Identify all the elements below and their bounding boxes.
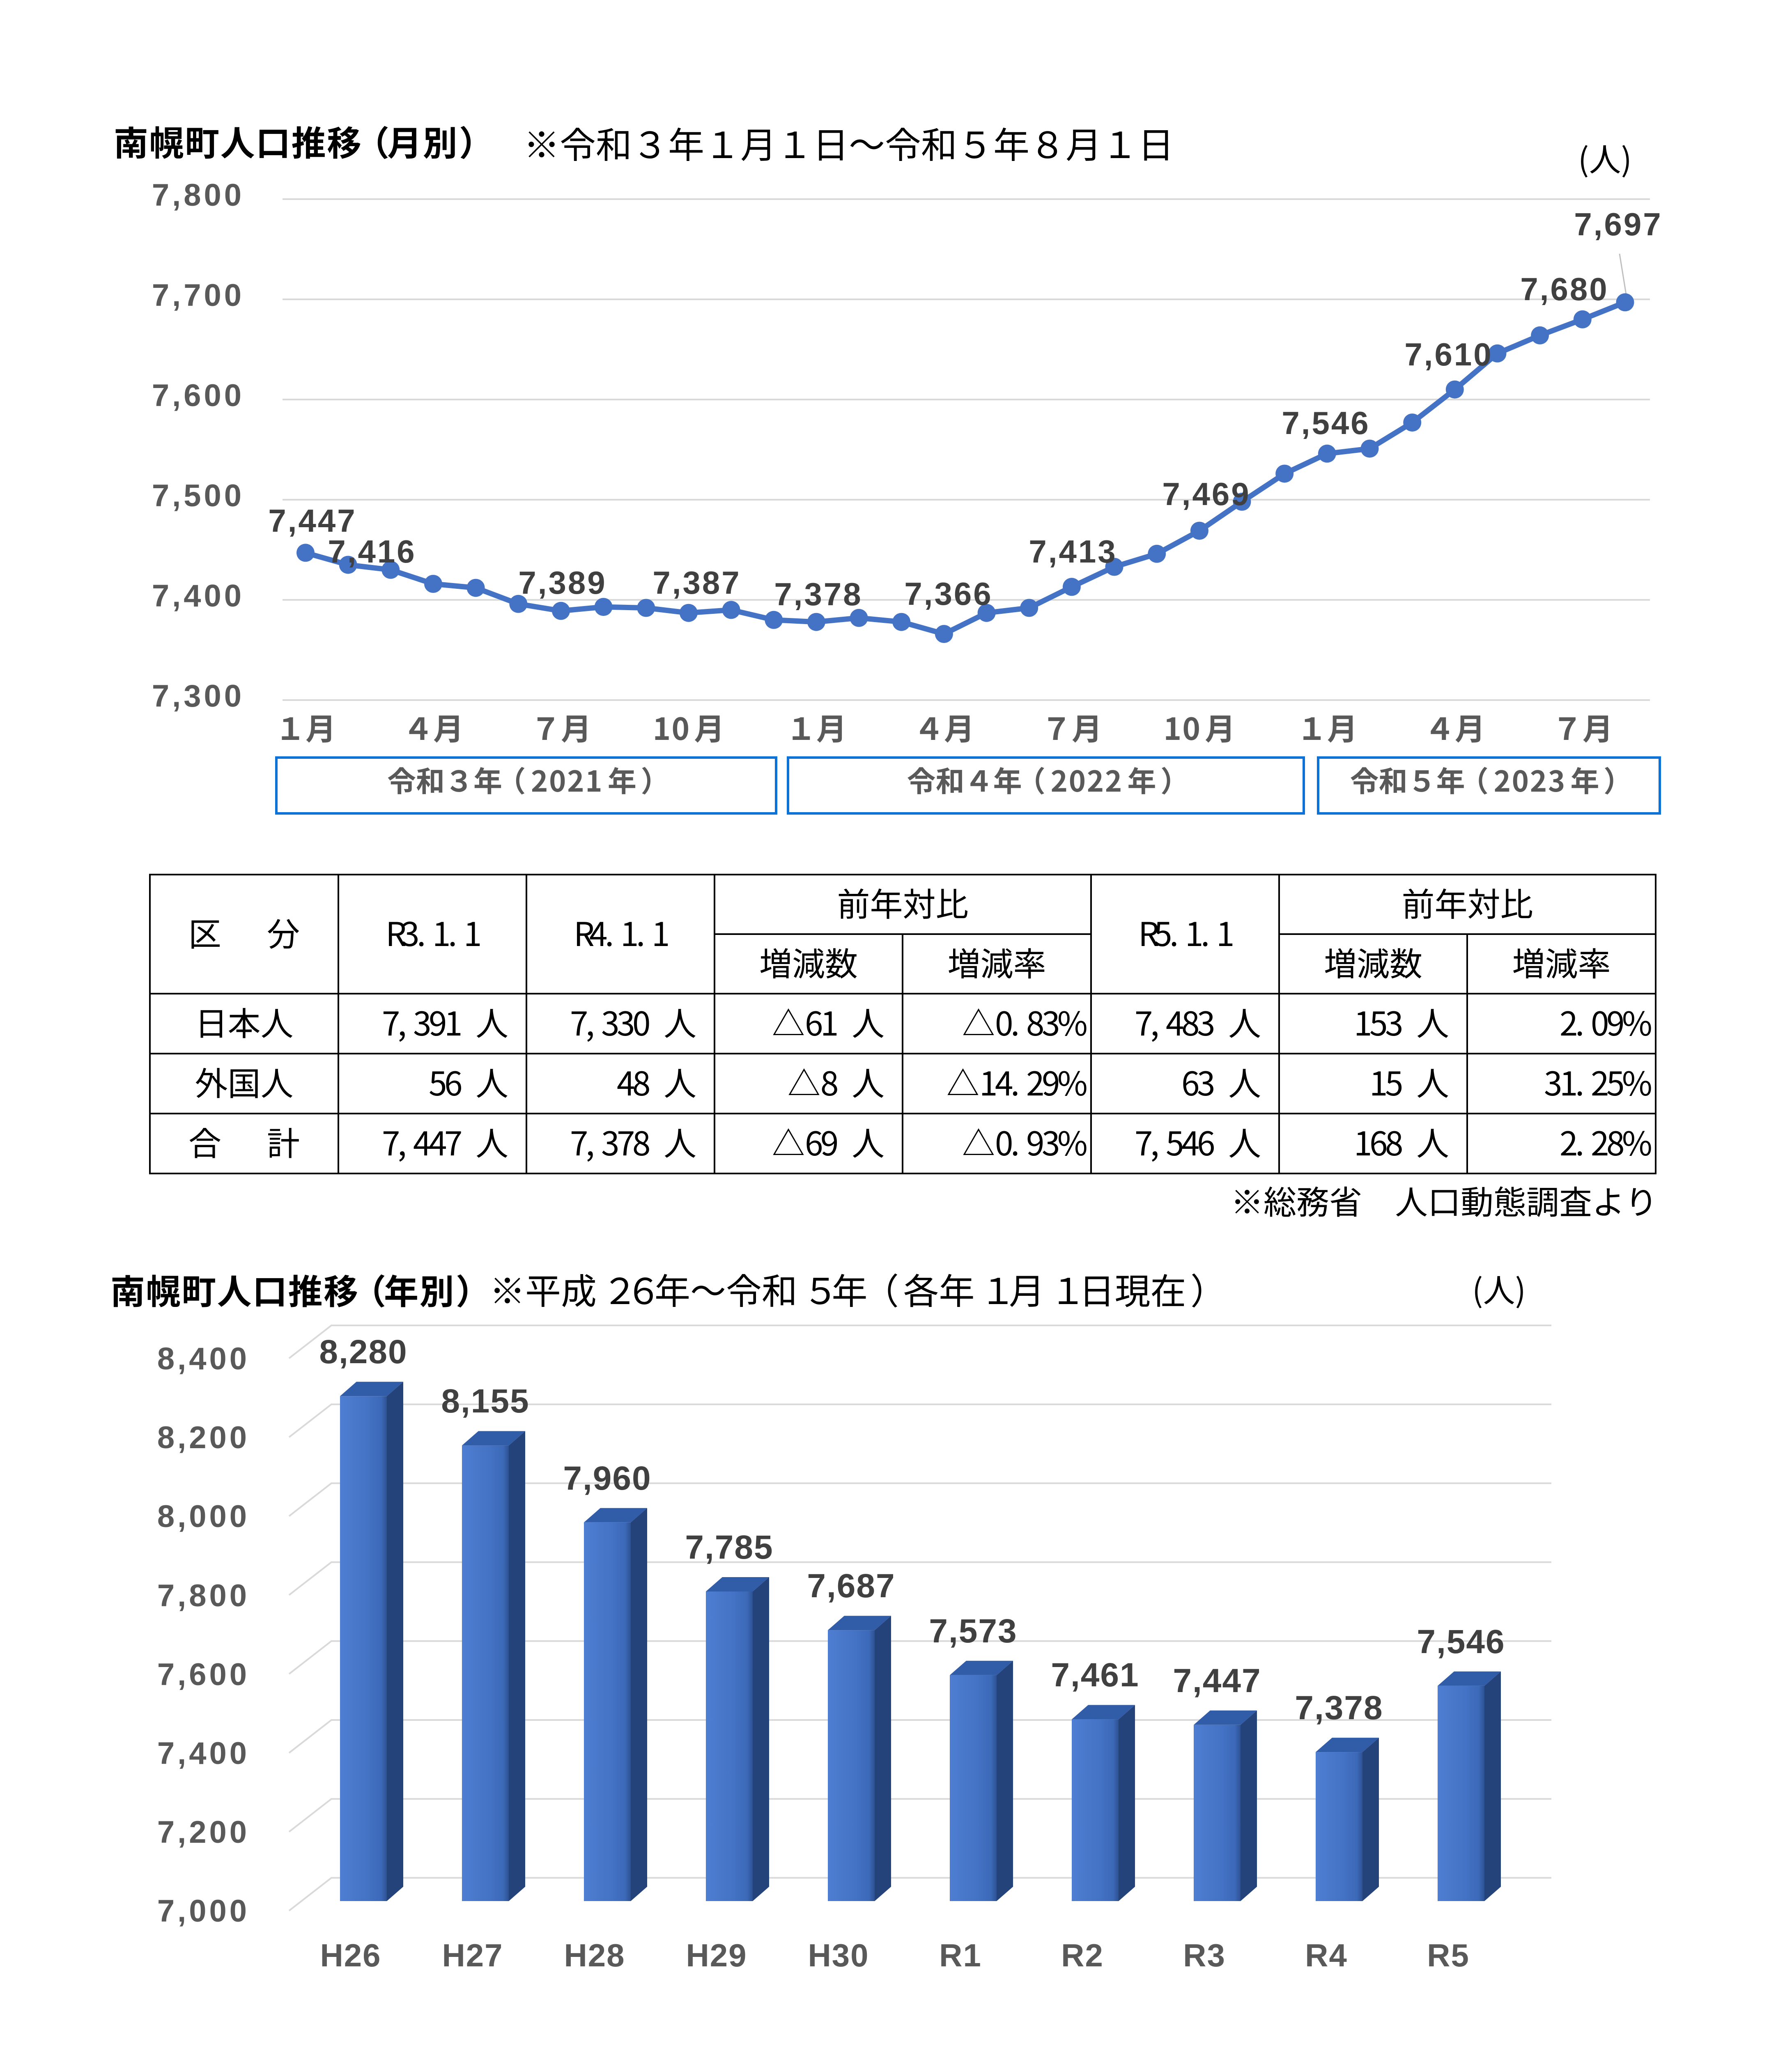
svg-text:R2: R2 bbox=[1061, 1937, 1104, 1973]
svg-text:7,413: 7,413 bbox=[1029, 533, 1117, 570]
svg-text:R3: R3 bbox=[1183, 1937, 1226, 1973]
svg-text:H30: H30 bbox=[808, 1937, 869, 1973]
svg-text:H26: H26 bbox=[320, 1937, 381, 1973]
svg-text:7,447: 7,447 bbox=[268, 503, 356, 539]
svg-text:7,400: 7,400 bbox=[157, 1736, 250, 1771]
svg-text:8,200: 8,200 bbox=[157, 1420, 250, 1455]
svg-text:8,155: 8,155 bbox=[441, 1382, 529, 1420]
svg-text:7,546: 7,546 bbox=[1282, 405, 1370, 441]
svg-text:7,600: 7,600 bbox=[152, 378, 244, 413]
svg-text:H28: H28 bbox=[564, 1937, 625, 1973]
svg-text:8,000: 8,000 bbox=[157, 1499, 250, 1534]
svg-text:7,378: 7,378 bbox=[1295, 1689, 1383, 1727]
svg-text:7,387: 7,387 bbox=[652, 565, 741, 601]
svg-text:7,469: 7,469 bbox=[1162, 476, 1250, 512]
svg-text:7,697: 7,697 bbox=[1574, 206, 1662, 242]
svg-text:7,800: 7,800 bbox=[152, 178, 244, 213]
svg-text:7,960: 7,960 bbox=[563, 1460, 651, 1497]
svg-text:7,200: 7,200 bbox=[157, 1815, 250, 1850]
svg-text:7,000: 7,000 bbox=[157, 1894, 250, 1929]
svg-text:7,687: 7,687 bbox=[807, 1567, 895, 1605]
svg-text:8,280: 8,280 bbox=[319, 1333, 407, 1371]
svg-text:7,785: 7,785 bbox=[685, 1529, 773, 1566]
svg-text:7,389: 7,389 bbox=[518, 565, 607, 601]
svg-text:8,400: 8,400 bbox=[157, 1341, 250, 1376]
svg-text:H29: H29 bbox=[686, 1937, 747, 1973]
svg-text:7,573: 7,573 bbox=[929, 1612, 1017, 1650]
svg-text:7,610: 7,610 bbox=[1404, 336, 1493, 372]
svg-text:R1: R1 bbox=[939, 1937, 982, 1973]
svg-text:7,680: 7,680 bbox=[1520, 271, 1608, 307]
svg-text:7,416: 7,416 bbox=[328, 533, 416, 570]
svg-text:R4: R4 bbox=[1305, 1937, 1348, 1973]
svg-text:7,500: 7,500 bbox=[152, 478, 244, 513]
svg-text:H27: H27 bbox=[442, 1937, 503, 1973]
svg-text:7,447: 7,447 bbox=[1173, 1662, 1261, 1699]
svg-text:7,546: 7,546 bbox=[1417, 1623, 1505, 1660]
svg-text:7,600: 7,600 bbox=[157, 1657, 250, 1692]
svg-text:7,400: 7,400 bbox=[152, 579, 244, 613]
svg-text:7,366: 7,366 bbox=[904, 576, 992, 612]
svg-text:7,461: 7,461 bbox=[1051, 1656, 1139, 1694]
svg-text:7,800: 7,800 bbox=[157, 1578, 250, 1613]
svg-text:R5: R5 bbox=[1427, 1937, 1470, 1973]
svg-text:7,378: 7,378 bbox=[774, 576, 862, 612]
svg-text:7,700: 7,700 bbox=[152, 278, 244, 313]
svg-text:7,300: 7,300 bbox=[152, 679, 244, 714]
